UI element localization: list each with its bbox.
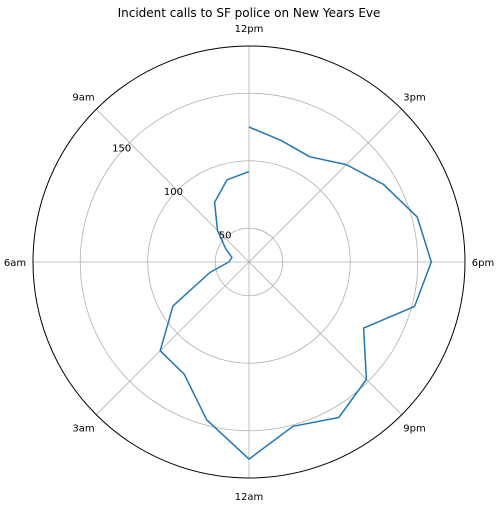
angular-grid-line: [248, 261, 403, 416]
radial-tick-label: 100: [164, 187, 183, 198]
theta-tick-label: 9am: [72, 93, 94, 104]
theta-tick-label: 3am: [72, 423, 94, 434]
polar-frame: [32, 45, 466, 479]
theta-tick-label: 6am: [4, 258, 26, 269]
chart-title: Incident calls to SF police on New Years…: [118, 6, 381, 20]
grid-layer: [32, 45, 466, 479]
theta-tick-label: 9pm: [403, 423, 425, 434]
angular-grid-line: [95, 261, 250, 416]
angular-grid-line: [95, 108, 250, 263]
theta-tick-label: 3pm: [403, 93, 425, 104]
theta-tick-label: 12pm: [235, 24, 264, 35]
angular-grid-line: [248, 108, 403, 263]
theta-tick-label: 6pm: [472, 258, 494, 269]
theta-tick-label: 12am: [235, 492, 264, 503]
series-line: [159, 126, 433, 460]
tick-layer: 12pm 3pm 6pm 9pm 12am 3am 6am 9am 50 100 150: [4, 24, 494, 503]
radial-tick-label: 50: [219, 230, 232, 241]
radial-tick-label: 150: [112, 144, 131, 155]
series-layer: [159, 126, 433, 460]
